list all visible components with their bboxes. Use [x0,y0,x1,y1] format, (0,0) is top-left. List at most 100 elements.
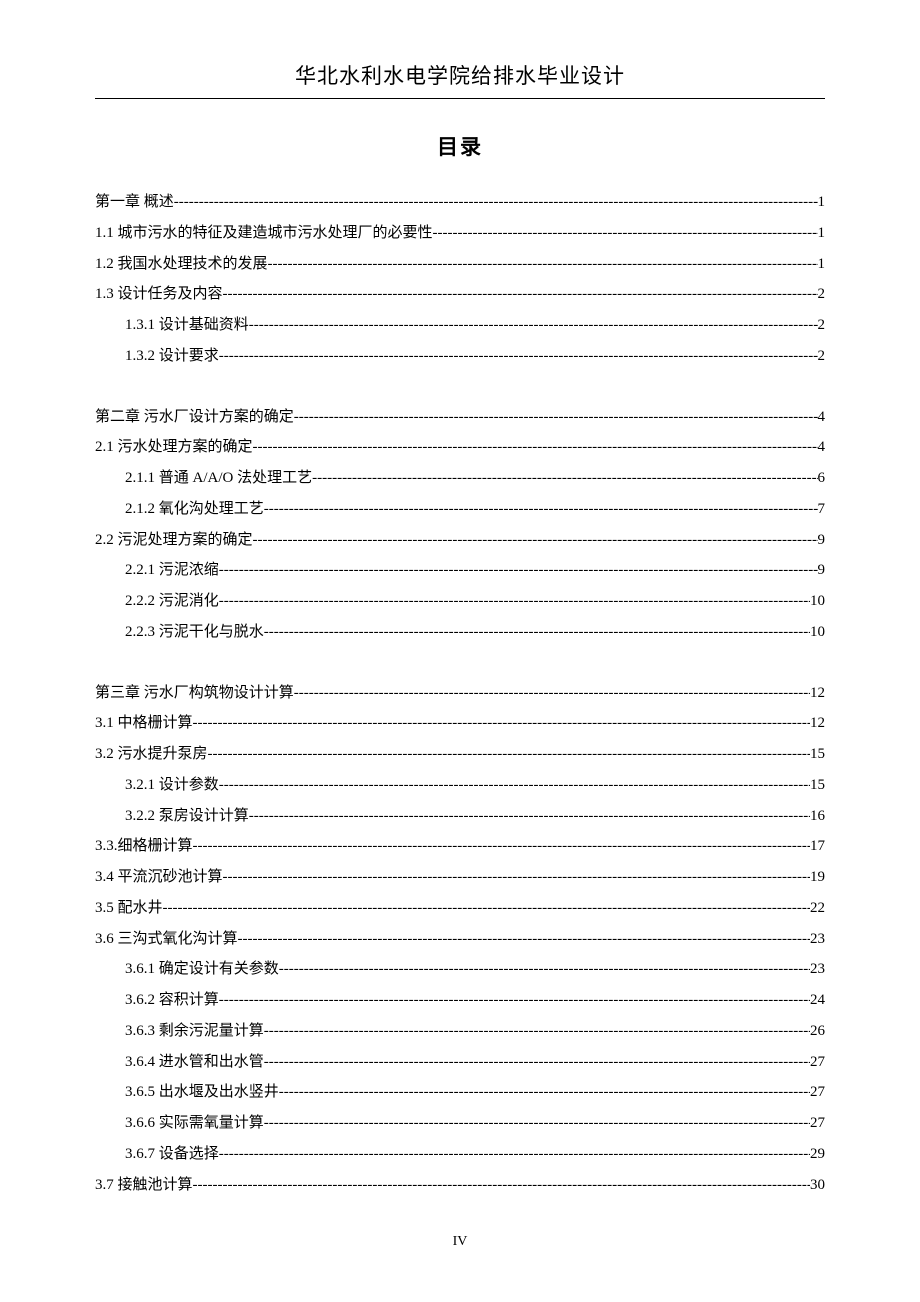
toc-entry-label: 第三章 污水厂构筑物设计计算 [95,678,294,709]
toc-entry: 3.2.1 设计参数15 [95,770,825,801]
toc-entry-label: 3.6.5 出水堰及出水竖井 [125,1077,279,1108]
toc-entry: 3.6 三沟式氧化沟计算 23 [95,924,825,955]
toc-entry-label: 2.1.2 氧化沟处理工艺 [125,494,264,525]
toc-entry-page: 2 [818,310,826,341]
toc-entry-label: 3.6.7 设备选择 [125,1139,219,1170]
toc-entry-page: 29 [810,1139,825,1170]
toc-entry-leader [219,586,810,617]
toc-entry-label: 1.3.1 设计基础资料 [125,310,249,341]
toc-entry-page: 1 [818,187,826,218]
toc-entry-label: 3.6.2 容积计算 [125,985,219,1016]
toc-entry-leader [253,525,818,556]
toc-entry-page: 10 [810,586,825,617]
toc-entry-page: 19 [810,862,825,893]
toc-entry: 1.3 设计任务及内容 2 [95,279,825,310]
toc-entry-page: 24 [810,985,825,1016]
toc-entry-page: 1 [818,218,826,249]
toc-entry-page: 12 [810,678,825,709]
toc-entry-page: 7 [818,494,826,525]
toc-entry-page: 1 [818,249,826,280]
toc-entry: 3.6.4 进水管和出水管 27 [95,1047,825,1078]
toc-entry-label: 3.3.细格栅计算 [95,831,193,862]
toc-entry-leader [219,341,818,372]
toc-entry: 3.5 配水井 22 [95,893,825,924]
toc-entry-label: 2.2.2 污泥消化 [125,586,219,617]
toc-entry-leader [264,1047,810,1078]
page-number: IV [0,1234,920,1250]
toc-entry-page: 15 [810,770,825,801]
toc-entry-leader [268,249,818,280]
toc-entry: 3.6.3 剩余污泥量计算 26 [95,1016,825,1047]
toc-entry-label: 3.6.1 确定设计有关参数 [125,954,279,985]
toc-entry-page: 15 [810,739,825,770]
toc-entry: 3.7 接触池计算 30 [95,1170,825,1201]
toc-entry-leader [312,463,817,494]
toc-entry-label: 1.2 我国水处理技术的发展 [95,249,268,280]
toc-entry-leader [163,893,810,924]
toc-entry-page: 30 [810,1170,825,1201]
toc-entry-leader [279,954,810,985]
toc-entry-page: 2 [818,279,826,310]
toc-entry-label: 2.2 污泥处理方案的确定 [95,525,253,556]
toc-entry-leader [219,770,810,801]
toc-entry: 3.2.2 泵房设计计算 16 [95,801,825,832]
toc-entry: 第一章 概述 1 [95,187,825,218]
toc-entry: 3.6.5 出水堰及出水竖井27 [95,1077,825,1108]
toc-entry-page: 16 [810,801,825,832]
toc-entry-leader [193,831,810,862]
toc-entry-leader [433,218,818,249]
toc-entry-label: 3.7 接触池计算 [95,1170,193,1201]
toc-section-gap [95,372,825,402]
toc-entry-label: 3.5 配水井 [95,893,163,924]
toc-entry-page: 22 [810,893,825,924]
toc-entry-label: 3.6.4 进水管和出水管 [125,1047,264,1078]
toc-entry-label: 3.2.2 泵房设计计算 [125,801,249,832]
toc-entry-label: 2.1 污水处理方案的确定 [95,432,253,463]
toc-entry: 第二章 污水厂设计方案的确定 4 [95,402,825,433]
toc-entry-leader [264,1108,810,1139]
toc-entry: 2.2.1 污泥浓缩9 [95,555,825,586]
toc-entry-label: 第二章 污水厂设计方案的确定 [95,402,294,433]
toc-entry: 3.6.2 容积计算 24 [95,985,825,1016]
toc-title: 目录 [95,131,825,161]
toc-entry-leader [264,494,818,525]
toc-entry-page: 17 [810,831,825,862]
toc-entry: 1.1 城市污水的特征及建造城市污水处理厂的必要性1 [95,218,825,249]
toc-entry-page: 6 [818,463,826,494]
toc-entry-label: 3.6 三沟式氧化沟计算 [95,924,238,955]
toc-entry-leader [193,1170,810,1201]
toc-entry-leader [264,617,810,648]
toc-section-gap [95,648,825,678]
toc-entry-label: 3.6.3 剩余污泥量计算 [125,1016,264,1047]
toc-entry-leader [253,432,818,463]
toc-entry-leader [223,279,818,310]
toc-entry: 3.4 平流沉砂池计算19 [95,862,825,893]
toc-entry-page: 26 [810,1016,825,1047]
toc-entry: 1.3.1 设计基础资料 2 [95,310,825,341]
toc-entry: 3.6.6 实际需氧量计算27 [95,1108,825,1139]
toc-entry-page: 9 [818,555,826,586]
toc-entry-page: 9 [818,525,826,556]
toc-entry-leader [174,187,818,218]
toc-entry-page: 23 [810,954,825,985]
toc-entry-label: 3.2 污水提升泵房 [95,739,208,770]
page-header-title: 华北水利水电学院给排水毕业设计 [95,60,825,99]
toc-entry-leader [223,862,810,893]
toc-entry-label: 3.1 中格栅计算 [95,708,193,739]
toc-entry: 2.2 污泥处理方案的确定 9 [95,525,825,556]
toc-entry: 2.2.3 污泥干化与脱水10 [95,617,825,648]
toc-entry-page: 27 [810,1108,825,1139]
toc-entry-page: 12 [810,708,825,739]
toc-entry-page: 4 [818,402,826,433]
toc-entry-label: 1.3.2 设计要求 [125,341,219,372]
toc-entry: 3.3.细格栅计算 17 [95,831,825,862]
toc-entry-page: 23 [810,924,825,955]
toc-entry-label: 2.1.1 普通 A/A/O 法处理工艺 [125,463,312,494]
toc-entry: 3.6.7 设备选择 29 [95,1139,825,1170]
toc-entry: 1.2 我国水处理技术的发展 1 [95,249,825,280]
toc-entry-label: 第一章 概述 [95,187,174,218]
toc-entry: 1.3.2 设计要求2 [95,341,825,372]
toc-entry-label: 1.3 设计任务及内容 [95,279,223,310]
toc-entry-page: 27 [810,1047,825,1078]
toc-entry: 2.1.2 氧化沟处理工艺 7 [95,494,825,525]
